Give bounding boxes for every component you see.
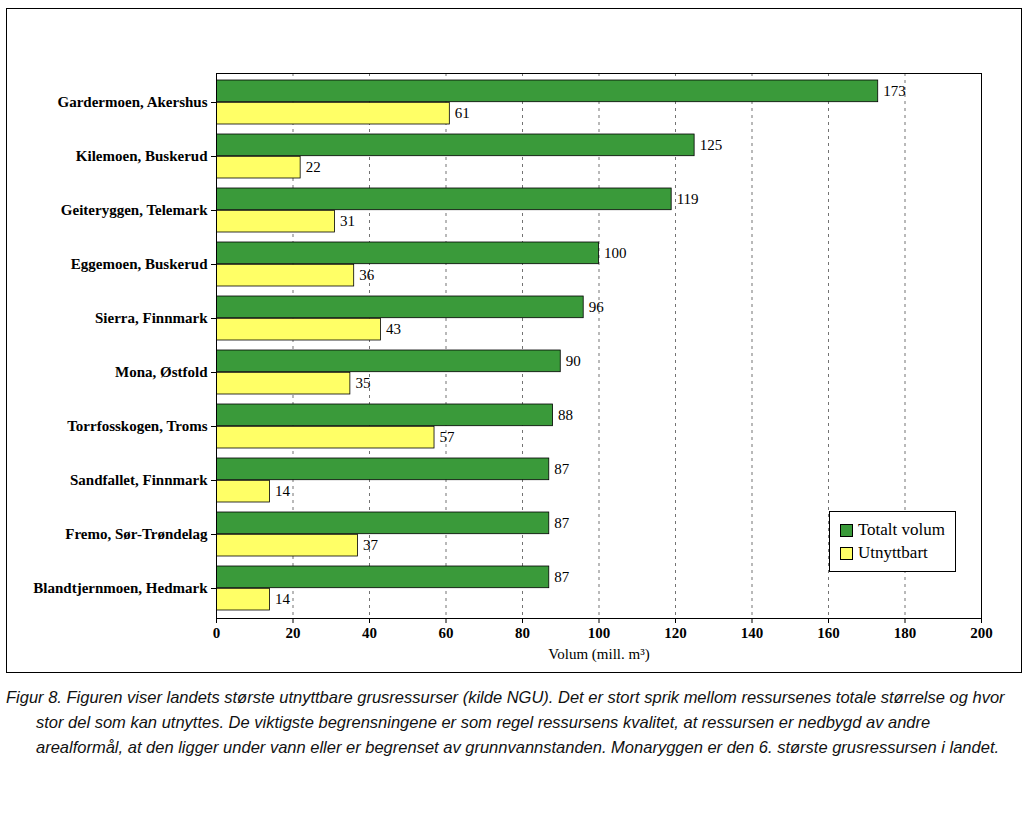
svg-text:14: 14	[275, 483, 291, 499]
svg-text:Fremo, Sør-Trøndelag: Fremo, Sør-Trøndelag	[65, 526, 208, 542]
svg-text:Torrfosskogen, Troms: Torrfosskogen, Troms	[67, 418, 207, 434]
svg-text:60: 60	[439, 625, 454, 641]
html-text:Totalt volum: Totalt volum	[857, 520, 945, 539]
svg-text:173: 173	[883, 83, 906, 99]
svg-text:200: 200	[970, 625, 993, 641]
svg-text:37: 37	[363, 537, 379, 553]
svg-text:40: 40	[362, 625, 377, 641]
svg-text:61: 61	[455, 105, 470, 121]
svg-text:31: 31	[340, 213, 355, 229]
svg-text:88: 88	[558, 407, 573, 423]
svg-text:36: 36	[359, 267, 375, 283]
svg-text:22: 22	[306, 159, 321, 175]
svg-text:Gardermoen, Akershus: Gardermoen, Akershus	[58, 94, 208, 110]
svg-text:87: 87	[554, 569, 570, 585]
svg-text:80: 80	[515, 625, 530, 641]
svg-text:140: 140	[741, 625, 764, 641]
svg-text:120: 120	[664, 625, 687, 641]
svg-text:96: 96	[589, 299, 605, 315]
svg-text:90: 90	[566, 353, 581, 369]
svg-text:Sandfallet, Finnmark: Sandfallet, Finnmark	[70, 472, 208, 488]
html-text:Utnyttbart: Utnyttbart	[857, 543, 928, 562]
svg-text:Blandtjernmoen, Hedmark: Blandtjernmoen, Hedmark	[33, 580, 208, 596]
svg-text:87: 87	[554, 515, 570, 531]
svg-text:Eggemoen, Buskerud: Eggemoen, Buskerud	[71, 256, 208, 272]
svg-text:180: 180	[894, 625, 917, 641]
svg-text:Geiteryggen, Telemark: Geiteryggen, Telemark	[61, 202, 208, 218]
svg-text:43: 43	[386, 321, 401, 337]
svg-text:Kilemoen, Buskerud: Kilemoen, Buskerud	[76, 148, 208, 164]
svg-text:57: 57	[440, 429, 456, 445]
svg-text:119: 119	[677, 191, 699, 207]
svg-text:Volum (mill. m³): Volum (mill. m³)	[548, 646, 649, 663]
svg-text:125: 125	[700, 137, 723, 153]
svg-text:100: 100	[588, 625, 611, 641]
svg-text:160: 160	[817, 625, 840, 641]
svg-text:Sierra, Finnmark: Sierra, Finnmark	[95, 310, 208, 326]
svg-text:Mona, Østfold: Mona, Østfold	[115, 364, 208, 380]
svg-text:35: 35	[355, 375, 370, 391]
svg-text:87: 87	[554, 461, 570, 477]
svg-text:0: 0	[213, 625, 221, 641]
svg-text:100: 100	[604, 245, 627, 261]
svg-text:14: 14	[275, 591, 291, 607]
svg-text:20: 20	[286, 625, 301, 641]
html-text:Figur 8. Figuren viser landets: Figur 8. Figuren viser landets største u…	[6, 688, 1005, 756]
